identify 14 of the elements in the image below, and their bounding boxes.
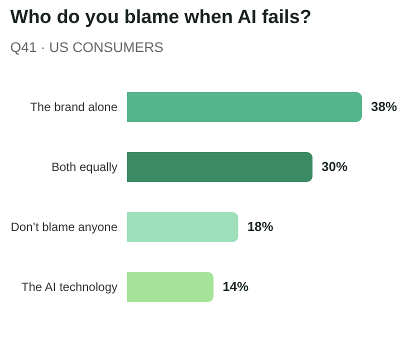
chart-title: Who do you blame when AI fails? xyxy=(10,7,312,28)
data-label: 38% xyxy=(371,99,398,114)
data-label: 14% xyxy=(222,279,250,294)
y-tick-label: Both equally xyxy=(51,160,118,174)
data-label: 30% xyxy=(322,159,348,174)
bar xyxy=(127,152,313,182)
y-tick-label: Don’t blame anyone xyxy=(10,220,118,234)
bar xyxy=(127,92,362,122)
data-label: 18% xyxy=(247,219,274,234)
chart-subtitle: Q41 · US CONSUMERS xyxy=(10,39,164,55)
y-tick-label: The AI technology xyxy=(21,280,118,294)
bar xyxy=(127,272,214,302)
y-tick-label: The brand alone xyxy=(30,100,118,114)
bar xyxy=(127,212,238,242)
